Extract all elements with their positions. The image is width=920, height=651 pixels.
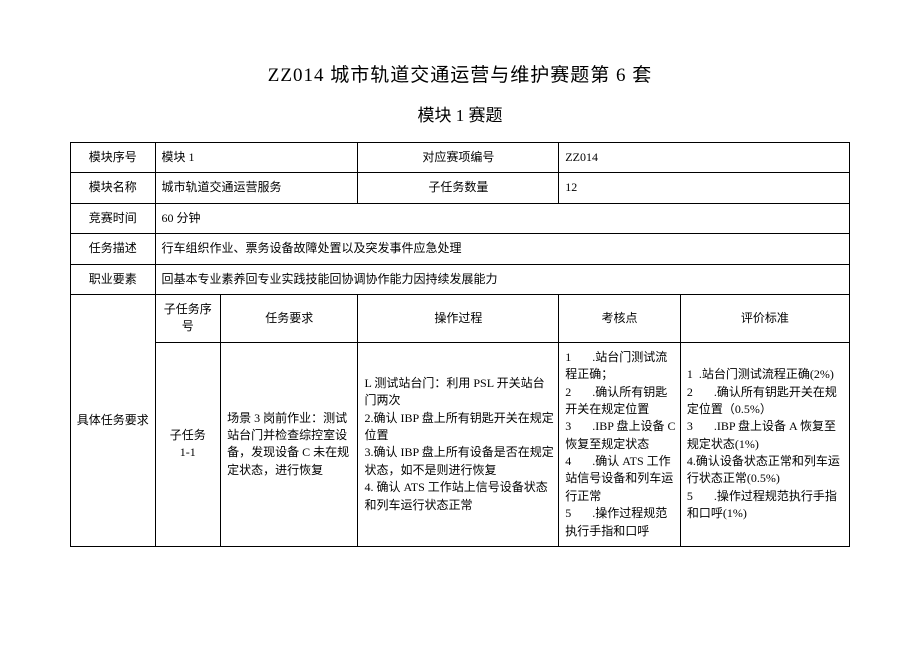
page-subtitle: 模块 1 赛题 [70,101,850,126]
label-op-process: 操作过程 [358,294,559,342]
row1-op-process: L 测试站台门：利用 PSL 开关站台门两次 2.确认 IBP 盘上所有钥匙开关… [358,342,559,546]
label-task-req: 任务要求 [221,294,358,342]
label-subtask-no: 子任务序 号 [155,294,221,342]
label-module-no: 模块序号 [71,143,156,173]
value-module-name: 城市轨道交通运营服务 [155,173,358,203]
value-time: 60 分钟 [155,203,849,233]
label-check-point: 考核点 [559,294,681,342]
label-time: 竞赛时间 [71,203,156,233]
label-prof-req: 职业要素 [71,264,156,294]
label-detail-req: 具体任务要求 [71,294,156,546]
label-event-no: 对应赛项编号 [358,143,559,173]
label-module-name: 模块名称 [71,173,156,203]
value-event-no: ZZ014 [559,143,850,173]
value-prof-req: 回基本专业素养回专业实践技能回协调协作能力因持续发展能力 [155,264,849,294]
value-subtask-count: 12 [559,173,850,203]
value-task-desc: 行车组织作业、票务设备故障处置以及突发事件应急处理 [155,234,849,264]
page-title: ZZ014 城市轨道交通运营与维护赛题第 6 套 [70,60,850,87]
label-eval-std: 评价标准 [680,294,849,342]
value-module-no: 模块 1 [155,143,358,173]
row1-check-point: 1 .站台门测试流程正确； 2 .确认所有钥匙开关在规定位置 3 .IBP 盘上… [559,342,681,546]
row1-eval-std: 1 .站台门测试流程正确(2%) 2 .确认所有钥匙开关在规定位置（0.5%） … [680,342,849,546]
label-subtask-count: 子任务数量 [358,173,559,203]
main-table: 模块序号 模块 1 对应赛项编号 ZZ014 模块名称 城市轨道交通运营服务 子… [70,142,850,547]
label-task-desc: 任务描述 [71,234,156,264]
row1-subtask-no: 子任务 1-1 [155,342,221,546]
row1-task-req: 场景 3 岗前作业：测试站台门并检查综控室设备，发现设备 C 未在规定状态，进行… [221,342,358,546]
